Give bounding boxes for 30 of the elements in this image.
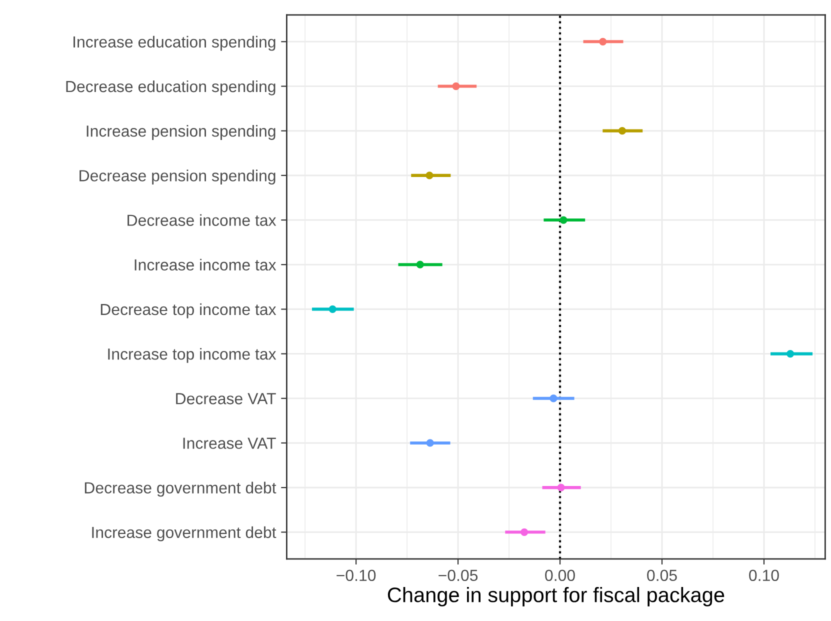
point <box>416 260 424 268</box>
y-tick-label: Decrease pension spending <box>80 170 276 185</box>
point <box>786 350 794 358</box>
point <box>618 127 626 135</box>
y-tick-label: Increase income tax <box>134 258 276 271</box>
y-tick-label: Increase government debt <box>92 526 276 542</box>
point <box>557 484 565 492</box>
x-tick-label: 0.00 <box>545 570 575 582</box>
point <box>550 394 558 402</box>
point <box>599 38 607 46</box>
x-tick-label: −0.10 <box>336 570 376 582</box>
y-tick-label: Decrease top income tax <box>100 303 276 318</box>
x-tick-label: −0.05 <box>438 570 478 582</box>
point <box>560 216 568 224</box>
y-tick-label: Increase pension spending <box>86 125 276 140</box>
point <box>328 305 336 314</box>
y-tick-label: Decrease income tax <box>128 214 276 226</box>
x-axis-title: Change in support for fiscal package <box>388 586 724 606</box>
point <box>520 528 528 536</box>
x-tick-label: 0.05 <box>647 570 677 582</box>
point <box>452 82 460 90</box>
y-tick-label: Decrease VAT <box>176 393 276 404</box>
point <box>426 172 434 180</box>
x-tick-label: 0.10 <box>749 570 779 582</box>
y-tick-label: Increase top income tax <box>108 348 276 363</box>
y-tick-label: Decrease government debt <box>84 482 276 497</box>
y-tick-label: Increase VAT <box>183 438 276 449</box>
point <box>426 439 434 447</box>
y-tick-label: Decrease education spending <box>66 80 276 96</box>
y-tick-label: Increase education spending <box>74 36 276 51</box>
